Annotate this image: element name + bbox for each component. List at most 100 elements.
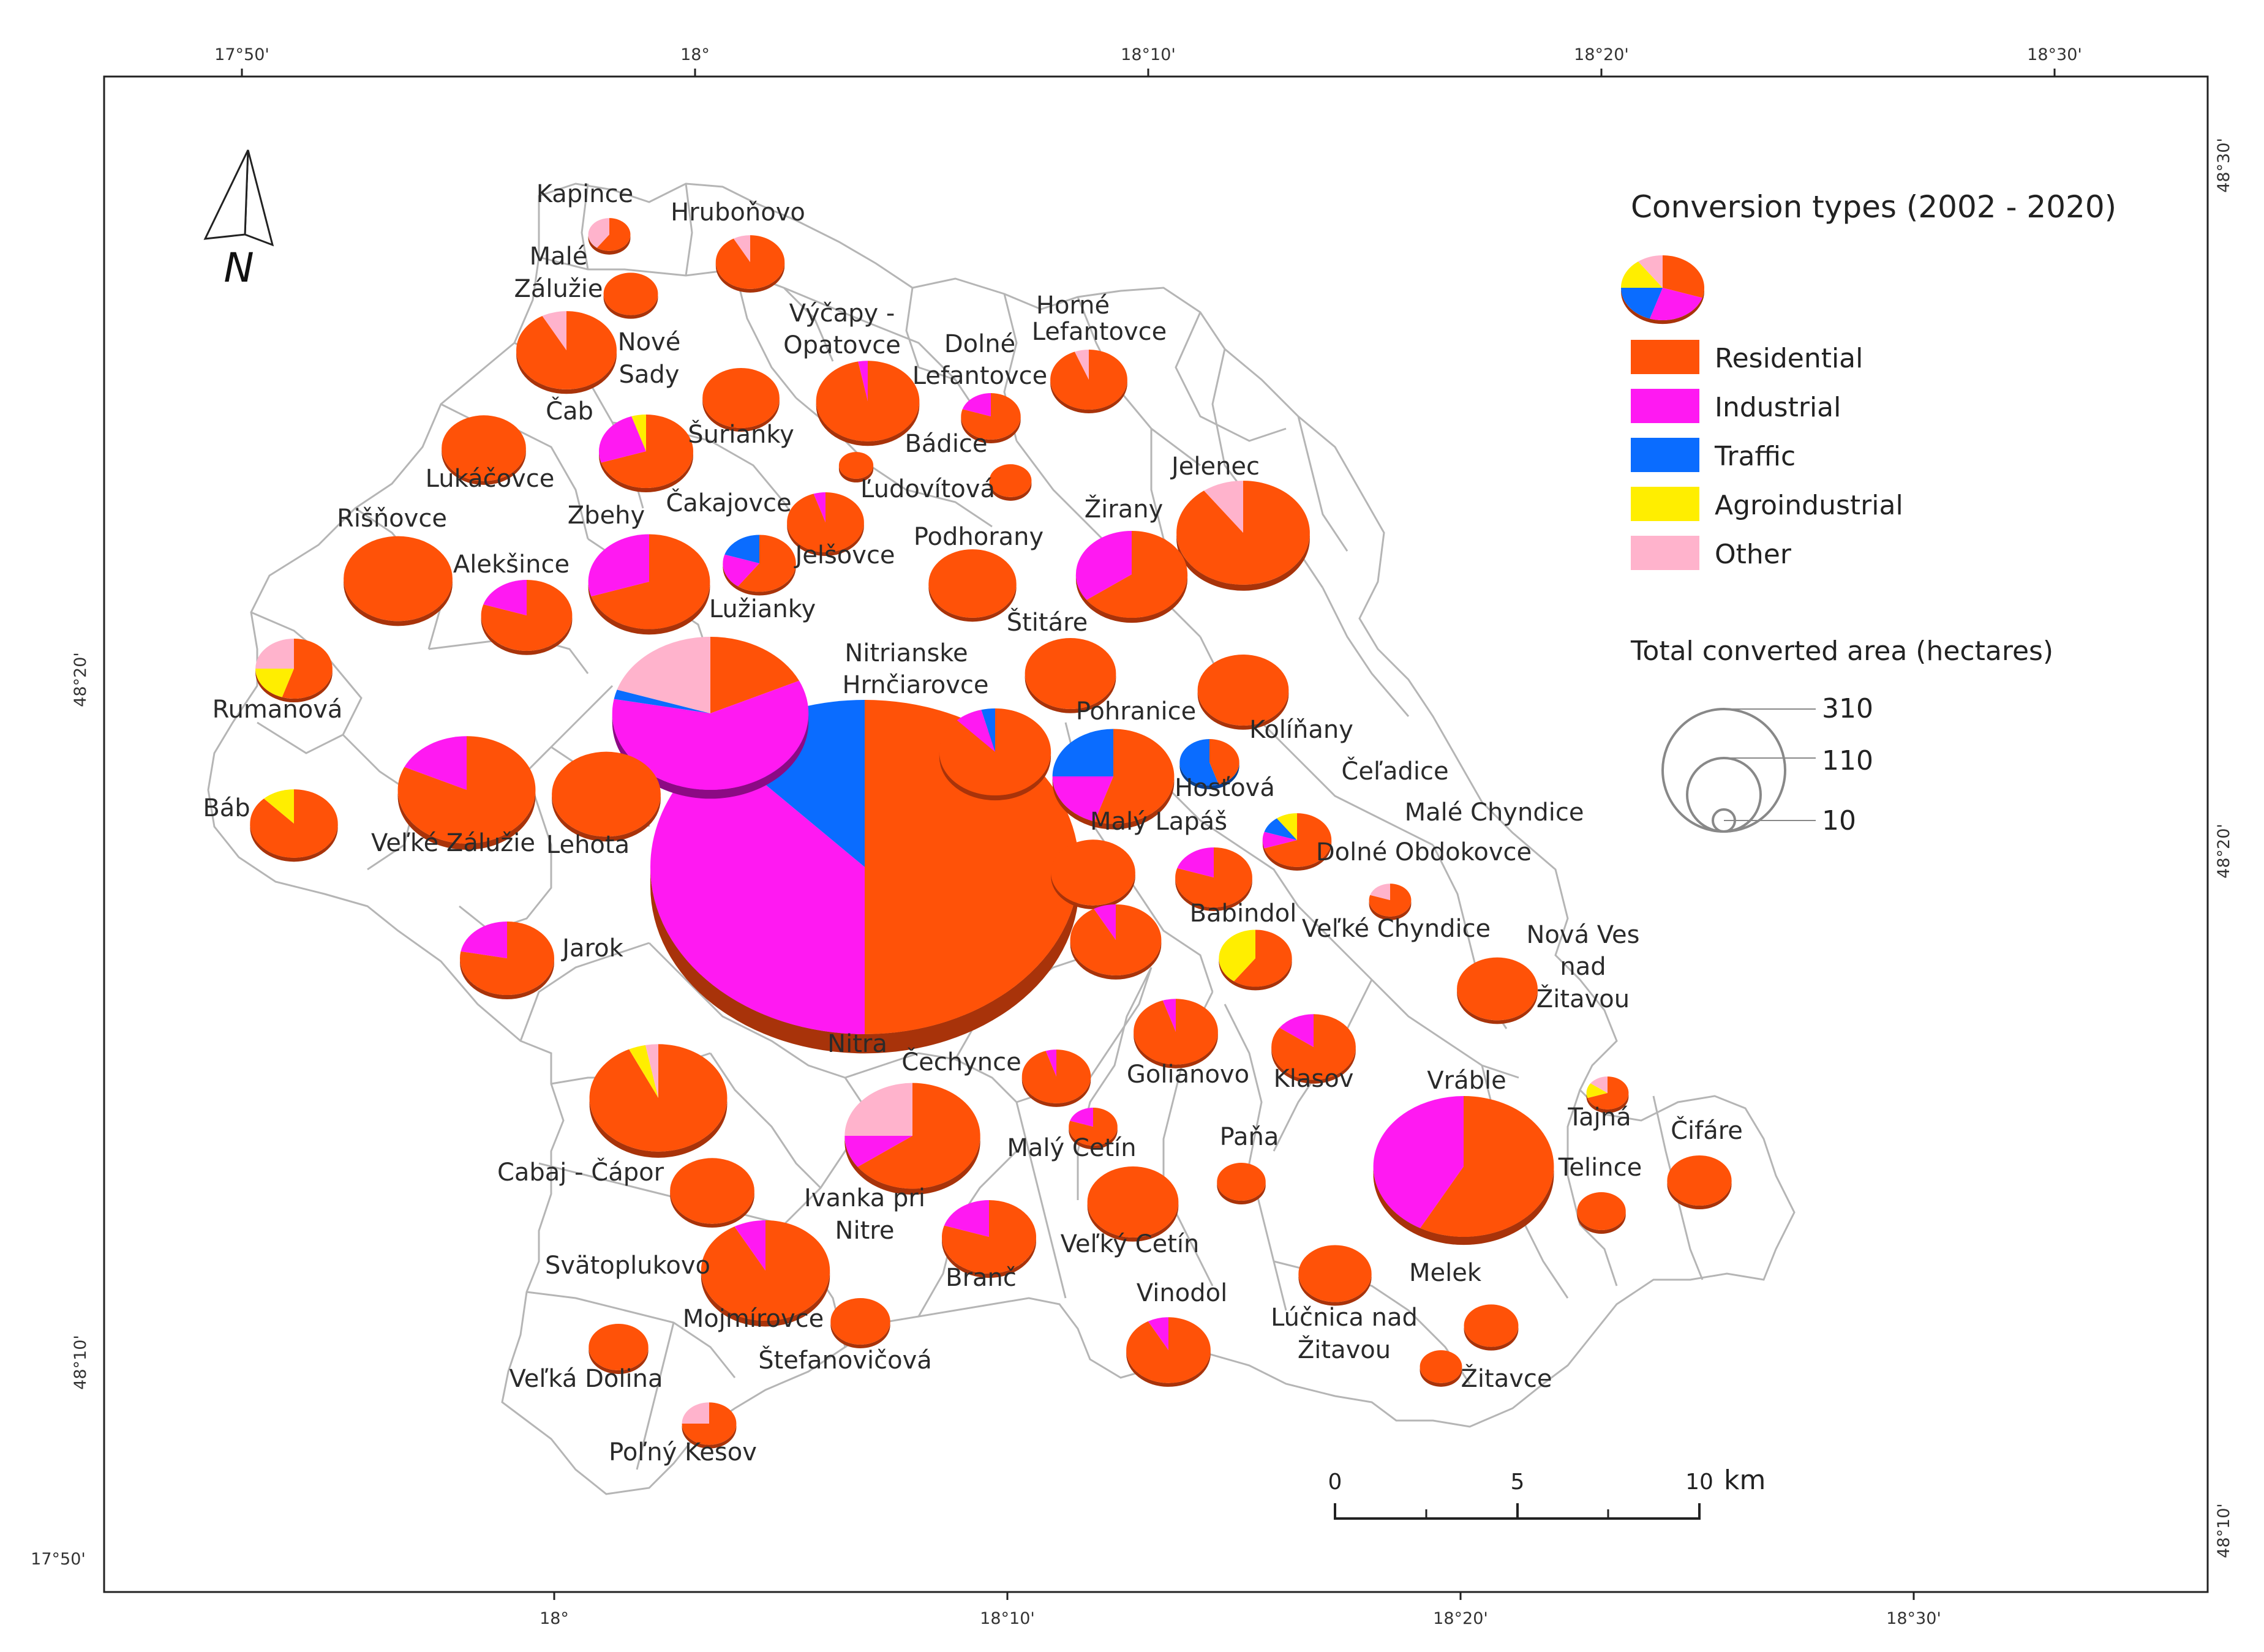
- pie-slice-residential: [1086, 530, 1188, 618]
- label-vrable: Vráble: [1427, 1067, 1506, 1095]
- pie-nitrianske-hrnciarovce: [939, 708, 1051, 801]
- pie-velke-chyndice: [1219, 929, 1292, 991]
- label-jelsovce: Jelšovce: [793, 541, 895, 569]
- pie-slice-other: [1638, 255, 1663, 288]
- label-horne-lefantovce-line-1: Horné: [1036, 291, 1110, 320]
- pie-slice-residential: [710, 636, 800, 713]
- pie-jarok: [460, 921, 554, 999]
- pie-slice-industrial: [1070, 1107, 1093, 1127]
- pie-slice-industrial: [844, 1136, 912, 1167]
- pie-hrubonovo: [715, 235, 785, 293]
- pie-aleksince: [481, 579, 573, 655]
- pie-slice-residential: [1021, 1049, 1091, 1103]
- label-rumanova: Rumanová: [212, 696, 343, 724]
- pie-slice-residential: [1577, 1192, 1626, 1231]
- pie-slice-other: [733, 235, 750, 262]
- label-svatoplukovo: Svätoplukovo: [545, 1252, 710, 1280]
- label-zirany: Žirany: [1085, 494, 1164, 524]
- pie-lehota: [552, 751, 661, 842]
- legend-item-traffic: Traffic: [1631, 438, 1796, 472]
- pie-pohranice: [1052, 729, 1175, 830]
- pie-rumanova: [255, 638, 333, 703]
- label-nova-ves-nad-zitavou-line-3: Žitavou: [1536, 984, 1630, 1013]
- coord-top-0: 17°50': [214, 45, 269, 64]
- label-ludovitova: Ľudovítová: [860, 475, 995, 503]
- coord-bottom-2: 18°20': [1433, 1609, 1488, 1628]
- pie-slice-other: [542, 311, 566, 350]
- pie-slice-industrial: [1162, 999, 1176, 1032]
- pie-slice-other: [617, 636, 710, 713]
- pie-velke-zaluzie: [397, 736, 536, 850]
- pie-jelenec: [1176, 481, 1310, 591]
- pie-stefanovicova: [830, 1298, 890, 1348]
- pie-kolinany: [1197, 654, 1289, 730]
- label-pana: Paňa: [1220, 1123, 1279, 1151]
- label-telince: Telince: [1558, 1154, 1642, 1182]
- pie-slice-agroindustrial: [263, 789, 294, 824]
- label-hrubonovo: Hruboňovo: [671, 198, 805, 227]
- pie-slice-traffic: [614, 689, 710, 713]
- label-bab: Báb: [203, 794, 250, 822]
- coord-right-2: 48°10': [2214, 1503, 2233, 1558]
- pie-side-maly-cetin: [1069, 1127, 1118, 1150]
- coord-bottom-0: 18°: [540, 1609, 569, 1628]
- pie-slice-industrial: [588, 534, 649, 596]
- pie-slice-residential: [1663, 255, 1704, 298]
- label-dolne-obdokovce: Dolné Obdokovce: [1316, 838, 1532, 866]
- label-aleksince: Alekšince: [453, 550, 570, 579]
- pie-slice-agroindustrial: [255, 669, 294, 697]
- pie-luzianky: [612, 636, 809, 799]
- scale-label-10: 10: [1685, 1470, 1713, 1495]
- pie-slice-residential: [838, 452, 874, 479]
- coord-left-0: 48°20': [71, 652, 90, 707]
- label-vycapy-opatovce-line-1: Výčapy -: [789, 299, 895, 328]
- pie-nove-sady: [516, 311, 617, 394]
- pie-slice-other: [1370, 884, 1390, 900]
- pie-golianovo: [1134, 999, 1218, 1068]
- pie-slice-industrial: [1045, 1049, 1056, 1076]
- label-celadice: Čeľadice: [1341, 756, 1448, 786]
- pie-slice-residential: [516, 311, 617, 389]
- pie-badice: [838, 452, 874, 482]
- pie-slice-residential: [1197, 654, 1289, 726]
- label-lucnica-nad-zitavou-line-2: Žitavou: [1298, 1335, 1391, 1364]
- label-cechynce: Čechynce: [901, 1047, 1021, 1076]
- label-ivanka-pri-nitre-line-2: Nitre: [835, 1217, 895, 1245]
- label-mojmirovce: Mojmírovce: [683, 1305, 824, 1333]
- label-velke-chyndice: Veľké Chyndice: [1302, 915, 1491, 943]
- label-velke-zaluzie: Veľké Zálužie: [371, 829, 535, 857]
- legend-label-other: Other: [1715, 539, 1792, 570]
- pie-slice-residential: [670, 1158, 754, 1224]
- pie-slice-residential: [1087, 1166, 1179, 1238]
- pie-side-male-zaluzie: [603, 294, 658, 319]
- pie-slice-industrial: [957, 710, 995, 752]
- pie-slice-industrial: [1649, 288, 1702, 321]
- pie-stitare: [1025, 637, 1116, 713]
- coord-top-4: 18°30': [2027, 45, 2082, 64]
- pie-slice-residential: [939, 708, 1051, 796]
- label-cifare: Čifáre: [1671, 1116, 1743, 1145]
- pie-slice-agroindustrial: [1276, 813, 1297, 840]
- pie-slice-agroindustrial: [629, 1045, 658, 1098]
- pie-slice-other: [588, 218, 609, 248]
- scale-bar: 0 5 10 km: [1328, 1465, 1766, 1520]
- legend-title: Conversion types (2002 - 2020): [1631, 189, 2116, 225]
- pie-slice-residential: [830, 1298, 890, 1345]
- label-tajna: Tajná: [1567, 1103, 1631, 1132]
- label-zitavce: Žitavce: [1461, 1364, 1552, 1393]
- pie-polny-kesov: [682, 1402, 737, 1449]
- pie-charts: [250, 218, 1732, 1449]
- pie-slice-residential: [1420, 1350, 1462, 1383]
- coord-left-1: 48°10': [71, 1335, 90, 1390]
- label-nitrianske-hrnciarovce-line-2: Hrnčiarovce: [842, 671, 988, 699]
- coord-top-2: 18°10': [1121, 45, 1176, 64]
- pie-cab: [702, 367, 780, 432]
- pie-slice-industrial: [1052, 776, 1113, 822]
- pie-side-telince: [1577, 1211, 1626, 1234]
- pie-hostova: [1179, 739, 1239, 789]
- pie-slice-industrial: [650, 745, 865, 1034]
- label-velky-cetin: Veľký Cetín: [1061, 1230, 1200, 1258]
- label-nove-sady-line-1: Nové: [618, 328, 681, 356]
- label-babindol: Babindol: [1190, 899, 1297, 928]
